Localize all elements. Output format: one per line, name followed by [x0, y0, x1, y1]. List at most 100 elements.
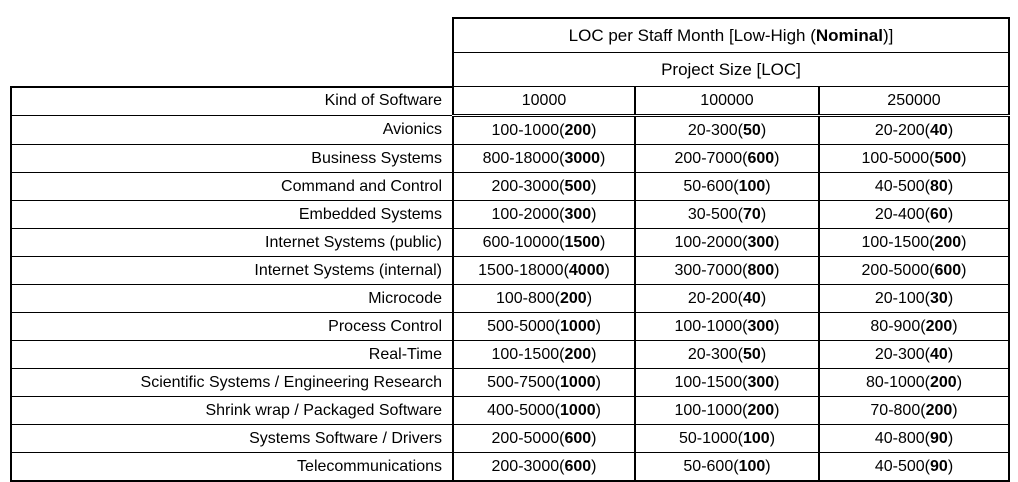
size-column-100000: 100000 [634, 86, 820, 117]
data-cell: 20-400(60) [818, 200, 1010, 229]
data-cell: 70-800(200) [818, 396, 1010, 425]
blank-corner-cell [11, 18, 453, 87]
row-label: Telecommunications [10, 452, 454, 482]
row-label: Internet Systems (public) [10, 228, 454, 257]
data-cell: 20-100(30) [818, 284, 1010, 313]
table-subtitle-row: Project Size [LOC] [11, 52, 1010, 87]
data-cell: 800-18000(3000) [452, 144, 636, 173]
kind-of-software-header: Kind of Software [10, 85, 454, 116]
nominal-value: 80 [930, 177, 948, 195]
data-cell: 400-5000(1000) [452, 396, 636, 425]
data-cell: 80-1000(200) [818, 368, 1010, 397]
data-cell: 20-200(40) [634, 284, 820, 313]
table-row: Business Systems 800-18000(3000) 200-7000(… [10, 144, 1010, 173]
data-cell: 200-3000(600) [452, 452, 636, 482]
nominal-value: 500 [934, 149, 962, 167]
data-cell: 50-600(100) [634, 452, 820, 482]
data-cell: 100-1500(200) [452, 340, 636, 369]
data-cell: 20-200(40) [818, 115, 1010, 145]
data-cell: 50-1000(100) [634, 424, 820, 453]
nominal-value: 1000 [560, 373, 596, 391]
table-row: Embedded Systems 100-2000(300) 30-500(70) 2… [10, 200, 1010, 229]
nominal-value: 30 [930, 289, 948, 307]
data-cell: 40-500(90) [818, 452, 1010, 482]
nominal-value: 300 [564, 205, 592, 223]
nominal-value: 200 [564, 345, 592, 363]
data-cell: 50-600(100) [634, 172, 820, 201]
row-label: Internet Systems (internal) [10, 256, 454, 285]
nominal-value: 200 [930, 373, 957, 391]
nominal-value: 300 [747, 373, 775, 391]
row-label: Avionics [10, 115, 454, 145]
nominal-value: 300 [747, 317, 775, 335]
data-cell: 20-300(40) [818, 340, 1010, 369]
row-label: Process Control [10, 312, 454, 341]
data-cell: 100-1000(200) [634, 396, 820, 425]
data-cell: 200-7000(600) [634, 144, 820, 173]
row-label: Shrink wrap / Packaged Software [10, 396, 454, 425]
nominal-value: 100 [738, 177, 766, 195]
nominal-value: 40 [930, 345, 948, 363]
data-cell: 200-5000(600) [818, 256, 1010, 285]
data-cell: 200-5000(600) [452, 424, 636, 453]
table-title-prefix: LOC per Staff Month [Low-High ( [568, 25, 816, 45]
nominal-value: 70 [743, 205, 761, 223]
data-cell: 100-5000(500) [818, 144, 1010, 173]
row-label: Embedded Systems [10, 200, 454, 229]
table-row: Microcode 100-800(200) 20-200(40) 20-100(30… [10, 284, 1010, 313]
nominal-value: 600 [747, 149, 775, 167]
nominal-value: 800 [747, 261, 775, 279]
row-label: Business Systems [10, 144, 454, 173]
nominal-value: 500 [564, 177, 592, 195]
row-label: Real-Time [10, 340, 454, 369]
data-cell: 100-1000(300) [634, 312, 820, 341]
nominal-value: 100 [743, 429, 770, 447]
data-cell: 500-7500(1000) [452, 368, 636, 397]
nominal-value: 3000 [564, 149, 601, 167]
table-row: Real-Time 100-1500(200) 20-300(50) 20-300(4… [10, 340, 1010, 369]
nominal-value: 300 [747, 233, 775, 251]
data-cell: 500-5000(1000) [452, 312, 636, 341]
nominal-value: 50 [743, 121, 761, 139]
table-row: Command and Control 200-3000(500) 50-600(1… [10, 172, 1010, 201]
data-cell: 100-1500(300) [634, 368, 820, 397]
nominal-value: 50 [743, 345, 761, 363]
nominal-value: 200 [925, 317, 953, 335]
data-cell: 30-500(70) [634, 200, 820, 229]
data-cell: 100-1500(200) [818, 228, 1010, 257]
table-row: Telecommunications 200-3000(600) 50-600(10… [10, 452, 1010, 482]
table-row: Internet Systems (internal) 1500-18000(40… [10, 256, 1010, 285]
nominal-value: 1500 [564, 233, 601, 251]
table-title-row: LOC per Staff Month [Low-High (Nominal)] [11, 17, 1010, 87]
data-cell: 100-1000(200) [452, 115, 636, 145]
loc-per-staff-month-table: LOC per Staff Month [Low-High (Nominal)]… [10, 17, 1010, 482]
data-cell: 200-3000(500) [452, 172, 636, 201]
nominal-value: 60 [930, 205, 948, 223]
data-cell: 40-800(90) [818, 424, 1010, 453]
data-cell: 300-7000(800) [634, 256, 820, 285]
table-title-suffix: )] [882, 25, 894, 45]
nominal-value: 40 [743, 289, 761, 307]
table-row: Shrink wrap / Packaged Software 400-5000(… [10, 396, 1010, 425]
size-column-250000: 250000 [818, 86, 1010, 117]
row-label: Command and Control [10, 172, 454, 201]
nominal-value: 600 [934, 261, 962, 279]
table-body: Avionics 100-1000(200) 20-300(50) 20-200(40… [10, 115, 1010, 482]
data-cell: 600-10000(1500) [452, 228, 636, 257]
data-cell: 40-500(80) [818, 172, 1010, 201]
project-size-header: Project Size [LOC] [452, 52, 1010, 87]
nominal-value: 200 [934, 233, 962, 251]
data-cell: 80-900(200) [818, 312, 1010, 341]
nominal-value: 100 [738, 457, 766, 475]
nominal-value: 90 [930, 429, 948, 447]
nominal-value: 200 [747, 401, 775, 419]
table-row: Avionics 100-1000(200) 20-300(50) 20-200(40… [10, 115, 1010, 145]
table-row: Process Control 500-5000(1000) 100-1000(30… [10, 312, 1010, 341]
table-row: Scientific Systems / Engineering Researc… [10, 368, 1010, 397]
table-row: Systems Software / Drivers 200-5000(600) 5… [10, 424, 1010, 453]
data-cell: 100-2000(300) [452, 200, 636, 229]
row-label: Microcode [10, 284, 454, 313]
table-row: Internet Systems (public) 600-10000(1500)… [10, 228, 1010, 257]
nominal-value: 1000 [560, 317, 596, 335]
nominal-value: 200 [560, 289, 587, 307]
